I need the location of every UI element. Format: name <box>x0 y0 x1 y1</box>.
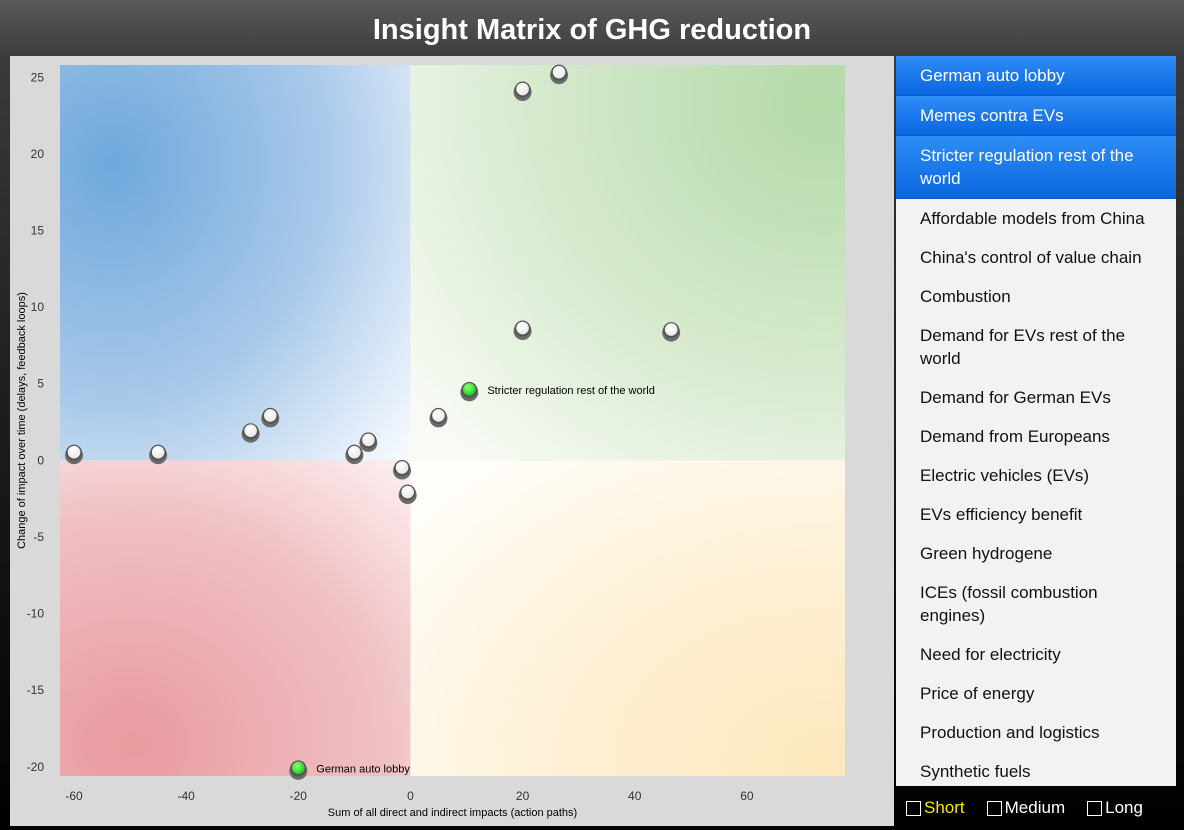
filter-long[interactable]: Long <box>1087 798 1143 818</box>
point-face <box>151 445 165 459</box>
x-tick-label: -60 <box>65 789 83 803</box>
quadrant-top-left <box>60 65 411 461</box>
point-label: German auto lobby <box>316 763 410 775</box>
filter-medium[interactable]: Medium <box>986 798 1066 818</box>
data-points: Stricter regulation rest of the world Ger… <box>65 64 681 780</box>
data-point[interactable] <box>662 322 681 342</box>
data-point[interactable] <box>359 432 378 452</box>
quadrant-background <box>60 65 845 776</box>
y-axis-ticks: 25 20 15 10 5 0 -5 -10 -15 -20 <box>27 70 45 774</box>
point-face <box>401 485 414 499</box>
data-point[interactable] <box>241 423 260 443</box>
factor-list-item[interactable]: German auto lobby <box>896 56 1176 96</box>
y-tick-label: 25 <box>31 70 45 84</box>
data-point[interactable] <box>513 320 532 341</box>
scatter-chart: -60 -40 -20 0 20 40 60 25 20 15 10 5 0 -5 -10 -15 -20 S… <box>16 64 845 819</box>
point-face <box>348 445 361 459</box>
quadrant-top-right <box>410 65 845 461</box>
factor-list-item[interactable]: Demand for German EVs <box>920 388 1111 407</box>
x-tick-label: 20 <box>516 789 530 803</box>
data-point[interactable] <box>393 460 412 480</box>
filter-label: Long <box>1105 798 1143 817</box>
y-tick-label: 0 <box>37 453 44 467</box>
factor-list-item[interactable]: Combustion <box>920 287 1011 306</box>
x-tick-label: -20 <box>290 789 308 803</box>
x-tick-label: -40 <box>177 789 195 803</box>
y-axis-label: Change of impact over time (delays, feed… <box>16 292 28 549</box>
point-face <box>67 445 81 459</box>
y-tick-label: -20 <box>27 760 45 774</box>
point-face <box>362 433 375 447</box>
quadrant-bottom-left <box>60 460 411 776</box>
point-face <box>516 82 529 96</box>
y-tick-label: -10 <box>27 607 45 621</box>
filter-label: Medium <box>1004 798 1066 817</box>
factor-list-item[interactable]: Demand from Europeans <box>920 427 1110 446</box>
factor-list-item[interactable]: Green hydrogene <box>920 544 1053 563</box>
data-point[interactable] <box>261 407 280 428</box>
point-face <box>395 461 409 474</box>
point-face <box>463 383 476 396</box>
y-tick-label: -5 <box>33 530 44 544</box>
checkbox-icon[interactable] <box>906 800 921 816</box>
plot-panel: -60 -40 -20 0 20 40 60 25 20 15 10 5 0 -5 -10 -15 -20 S… <box>10 56 894 826</box>
point-face <box>664 323 678 336</box>
point-face <box>292 761 305 775</box>
y-tick-label: 5 <box>37 377 44 391</box>
point-face <box>552 65 566 79</box>
factor-list: German auto lobby Memes contra EVs Stricte… <box>896 56 1176 786</box>
point-face <box>432 409 445 422</box>
point-label: Stricter regulation rest of the world <box>487 385 655 397</box>
point-face <box>244 424 257 438</box>
factor-list-item[interactable]: Memes contra EVs <box>896 96 1176 136</box>
x-tick-label: 60 <box>740 789 754 803</box>
x-axis-ticks: -60 -40 -20 0 20 40 60 <box>65 789 754 803</box>
data-point[interactable] <box>65 444 84 465</box>
filter-short[interactable]: Short <box>906 798 965 818</box>
highlighted-point[interactable]: Stricter regulation rest of the world <box>460 381 655 402</box>
x-axis-label: Sum of all direct and indirect impacts (… <box>328 807 577 819</box>
data-point[interactable] <box>345 444 364 465</box>
point-face <box>263 409 277 422</box>
factor-list-item[interactable]: Need for electricity <box>920 645 1061 664</box>
quadrant-bottom-right <box>410 460 845 776</box>
x-tick-label: 0 <box>407 789 414 803</box>
factor-list-item[interactable]: Electric vehicles (EVs) <box>920 466 1090 485</box>
factor-list-item[interactable]: Price of energy <box>920 684 1035 703</box>
y-tick-label: 20 <box>31 147 45 161</box>
data-point[interactable] <box>550 64 569 85</box>
y-tick-label: -15 <box>27 683 45 697</box>
data-point[interactable] <box>429 407 448 428</box>
filter-label: Short <box>924 798 965 817</box>
horizon-filters: Short Medium Long <box>906 795 1176 821</box>
x-tick-label: 40 <box>628 789 642 803</box>
factor-list-item[interactable]: Production and logistics <box>920 723 1100 742</box>
highlighted-point[interactable]: German auto lobby <box>289 760 410 780</box>
factor-list-item[interactable]: Synthetic fuels <box>920 762 1031 781</box>
factor-list-item[interactable]: EVs efficiency benefit <box>920 505 1083 524</box>
point-face <box>516 321 529 335</box>
y-tick-label: 15 <box>31 223 45 237</box>
factor-list-item[interactable]: Affordable models from China <box>920 209 1145 228</box>
data-point[interactable] <box>513 81 532 102</box>
checkbox-icon[interactable] <box>986 800 1002 816</box>
factor-list-item[interactable]: ICEs (fossil combustion engines) <box>920 583 1098 625</box>
data-point[interactable] <box>398 484 417 505</box>
chart-title: Insight Matrix of GHG reduction <box>372 14 812 46</box>
data-point[interactable] <box>149 444 168 465</box>
factor-list-item[interactable]: China's control of value chain <box>920 248 1142 267</box>
checkbox-icon[interactable] <box>1087 800 1103 816</box>
factor-list-item[interactable]: Demand for EVs rest of the world <box>920 326 1126 368</box>
y-tick-label: 10 <box>31 300 45 314</box>
factor-list-item[interactable]: Stricter regulation rest of the world <box>896 136 1176 199</box>
